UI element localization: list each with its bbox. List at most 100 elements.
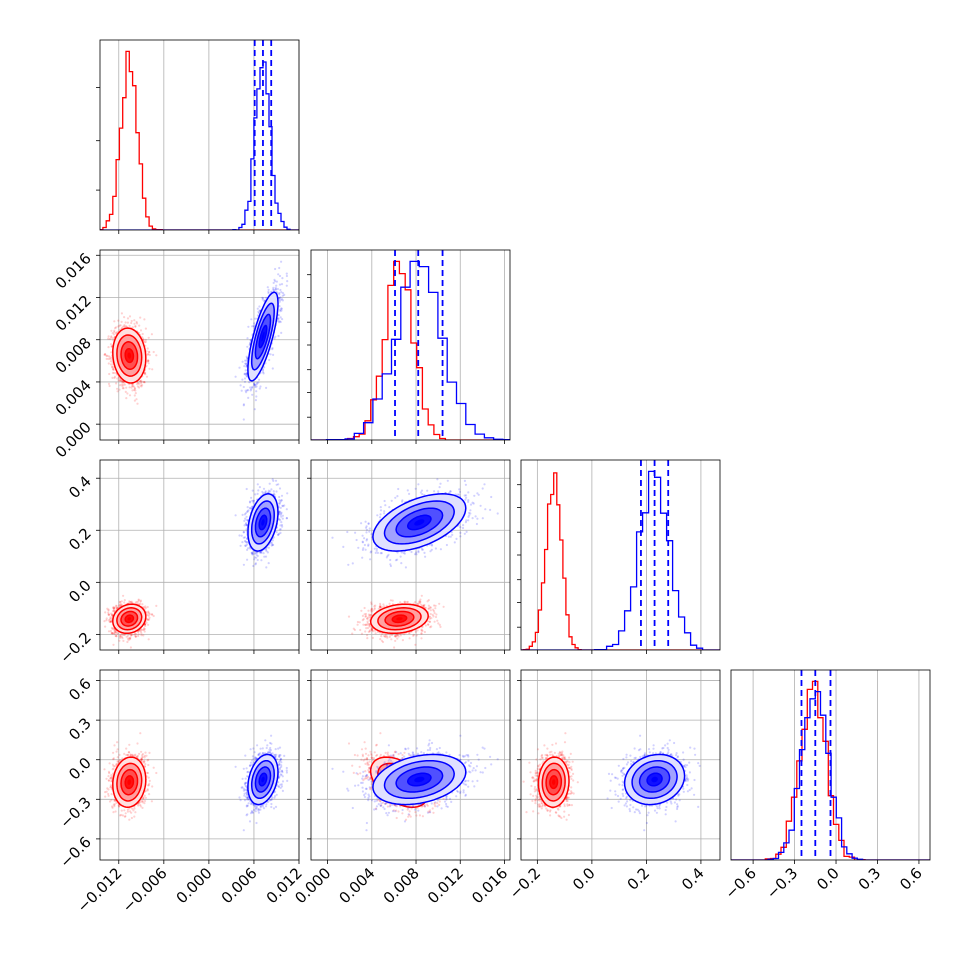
scatter-point [120, 320, 123, 323]
scatter-point [133, 399, 136, 402]
scatter-point [119, 379, 122, 382]
scatter-point [243, 380, 247, 383]
grid-layer [100, 40, 920, 860]
scatter-point [281, 292, 285, 295]
scatter-point [123, 325, 126, 328]
scatter-point [245, 355, 248, 358]
scatter-point [240, 389, 243, 392]
scatter-point [262, 487, 266, 490]
scatter-point [119, 601, 122, 604]
scatter-point [125, 386, 128, 389]
scatter-point [244, 389, 247, 392]
scatter-point [277, 319, 280, 322]
scatter-point [261, 369, 265, 372]
contour-line [247, 291, 279, 382]
scatter-point [249, 389, 252, 392]
scatter-point [121, 637, 124, 640]
scatter-point [106, 607, 109, 610]
scatter-point [129, 646, 132, 649]
scatter-point [112, 367, 115, 370]
scatter-point [129, 636, 132, 639]
scatter-point [147, 352, 150, 356]
scatter-point [139, 380, 142, 383]
scatter-point [261, 296, 264, 299]
scatter-point [105, 617, 108, 620]
scatter-point [112, 368, 115, 371]
scatter-point [263, 300, 266, 303]
contour-line [120, 341, 139, 371]
scatter-point [109, 620, 113, 623]
scatter-point [273, 337, 276, 340]
scatter-point [140, 385, 143, 388]
scatter-point [143, 627, 146, 630]
scatter-point [112, 368, 115, 371]
scatter-point [138, 324, 141, 327]
scatter-point [115, 331, 118, 334]
scatter-point [110, 626, 113, 629]
scatter-point [251, 393, 254, 396]
scatter-point [244, 373, 247, 376]
scatter-point [134, 389, 137, 392]
scatter-point [142, 337, 145, 340]
scatter-point [141, 603, 144, 606]
panel-0-0 [100, 40, 299, 230]
scatter-point [130, 633, 133, 636]
scatter-point [126, 317, 130, 320]
scatter-point [110, 345, 113, 348]
scatter-point [273, 278, 276, 281]
scatter-point [281, 299, 284, 302]
scatter-point [111, 632, 114, 635]
scatter-point [143, 318, 146, 321]
scatter-point [120, 603, 123, 606]
scatter-point [252, 324, 255, 328]
scatter-point [112, 643, 115, 646]
scatter-point [113, 371, 116, 375]
scatter-point [137, 599, 140, 602]
scatter-point [112, 627, 115, 630]
scatter-point [278, 300, 281, 303]
scatter-point [123, 601, 126, 604]
scatter-point [142, 634, 145, 637]
scatter-point [147, 614, 150, 617]
scatter-point [278, 314, 281, 317]
scatter-point [143, 341, 146, 344]
scatter-point [245, 365, 248, 368]
scatter-point [120, 380, 123, 383]
scatter-point [128, 324, 131, 327]
scatter-point [247, 396, 250, 399]
scatter-point [286, 280, 289, 283]
scatter-point [273, 288, 276, 291]
scatter-point [117, 325, 120, 328]
scatter-point [253, 408, 256, 411]
scatter-point [120, 600, 123, 603]
scatter-point [247, 389, 250, 392]
scatter-point [121, 325, 124, 328]
scatter-point [123, 316, 126, 319]
scatter-point [254, 385, 257, 388]
scatter-point [109, 620, 112, 623]
scatter-point [267, 290, 270, 293]
scatter-point [107, 613, 110, 616]
scatter-point [119, 324, 122, 327]
scatter-point [118, 639, 121, 642]
scatter-point [152, 350, 155, 354]
scatter-point [107, 382, 111, 385]
scatter-point [112, 609, 115, 612]
scatter-point [140, 379, 143, 382]
scatter-point [285, 272, 288, 275]
histogram-blue [100, 61, 299, 230]
scatter-point [122, 594, 125, 597]
scatter-point [137, 382, 140, 385]
scatter-point [251, 325, 254, 328]
scatter-point [144, 373, 147, 376]
scatter-point [267, 288, 270, 291]
scatter-point [140, 632, 143, 635]
scatter-point [262, 372, 265, 375]
scatter-point [128, 315, 132, 318]
scatter-point [125, 397, 128, 400]
scatter-point [234, 375, 237, 378]
scatter-point [111, 632, 114, 635]
scatter-point [280, 260, 283, 263]
scatter-point [146, 613, 149, 617]
